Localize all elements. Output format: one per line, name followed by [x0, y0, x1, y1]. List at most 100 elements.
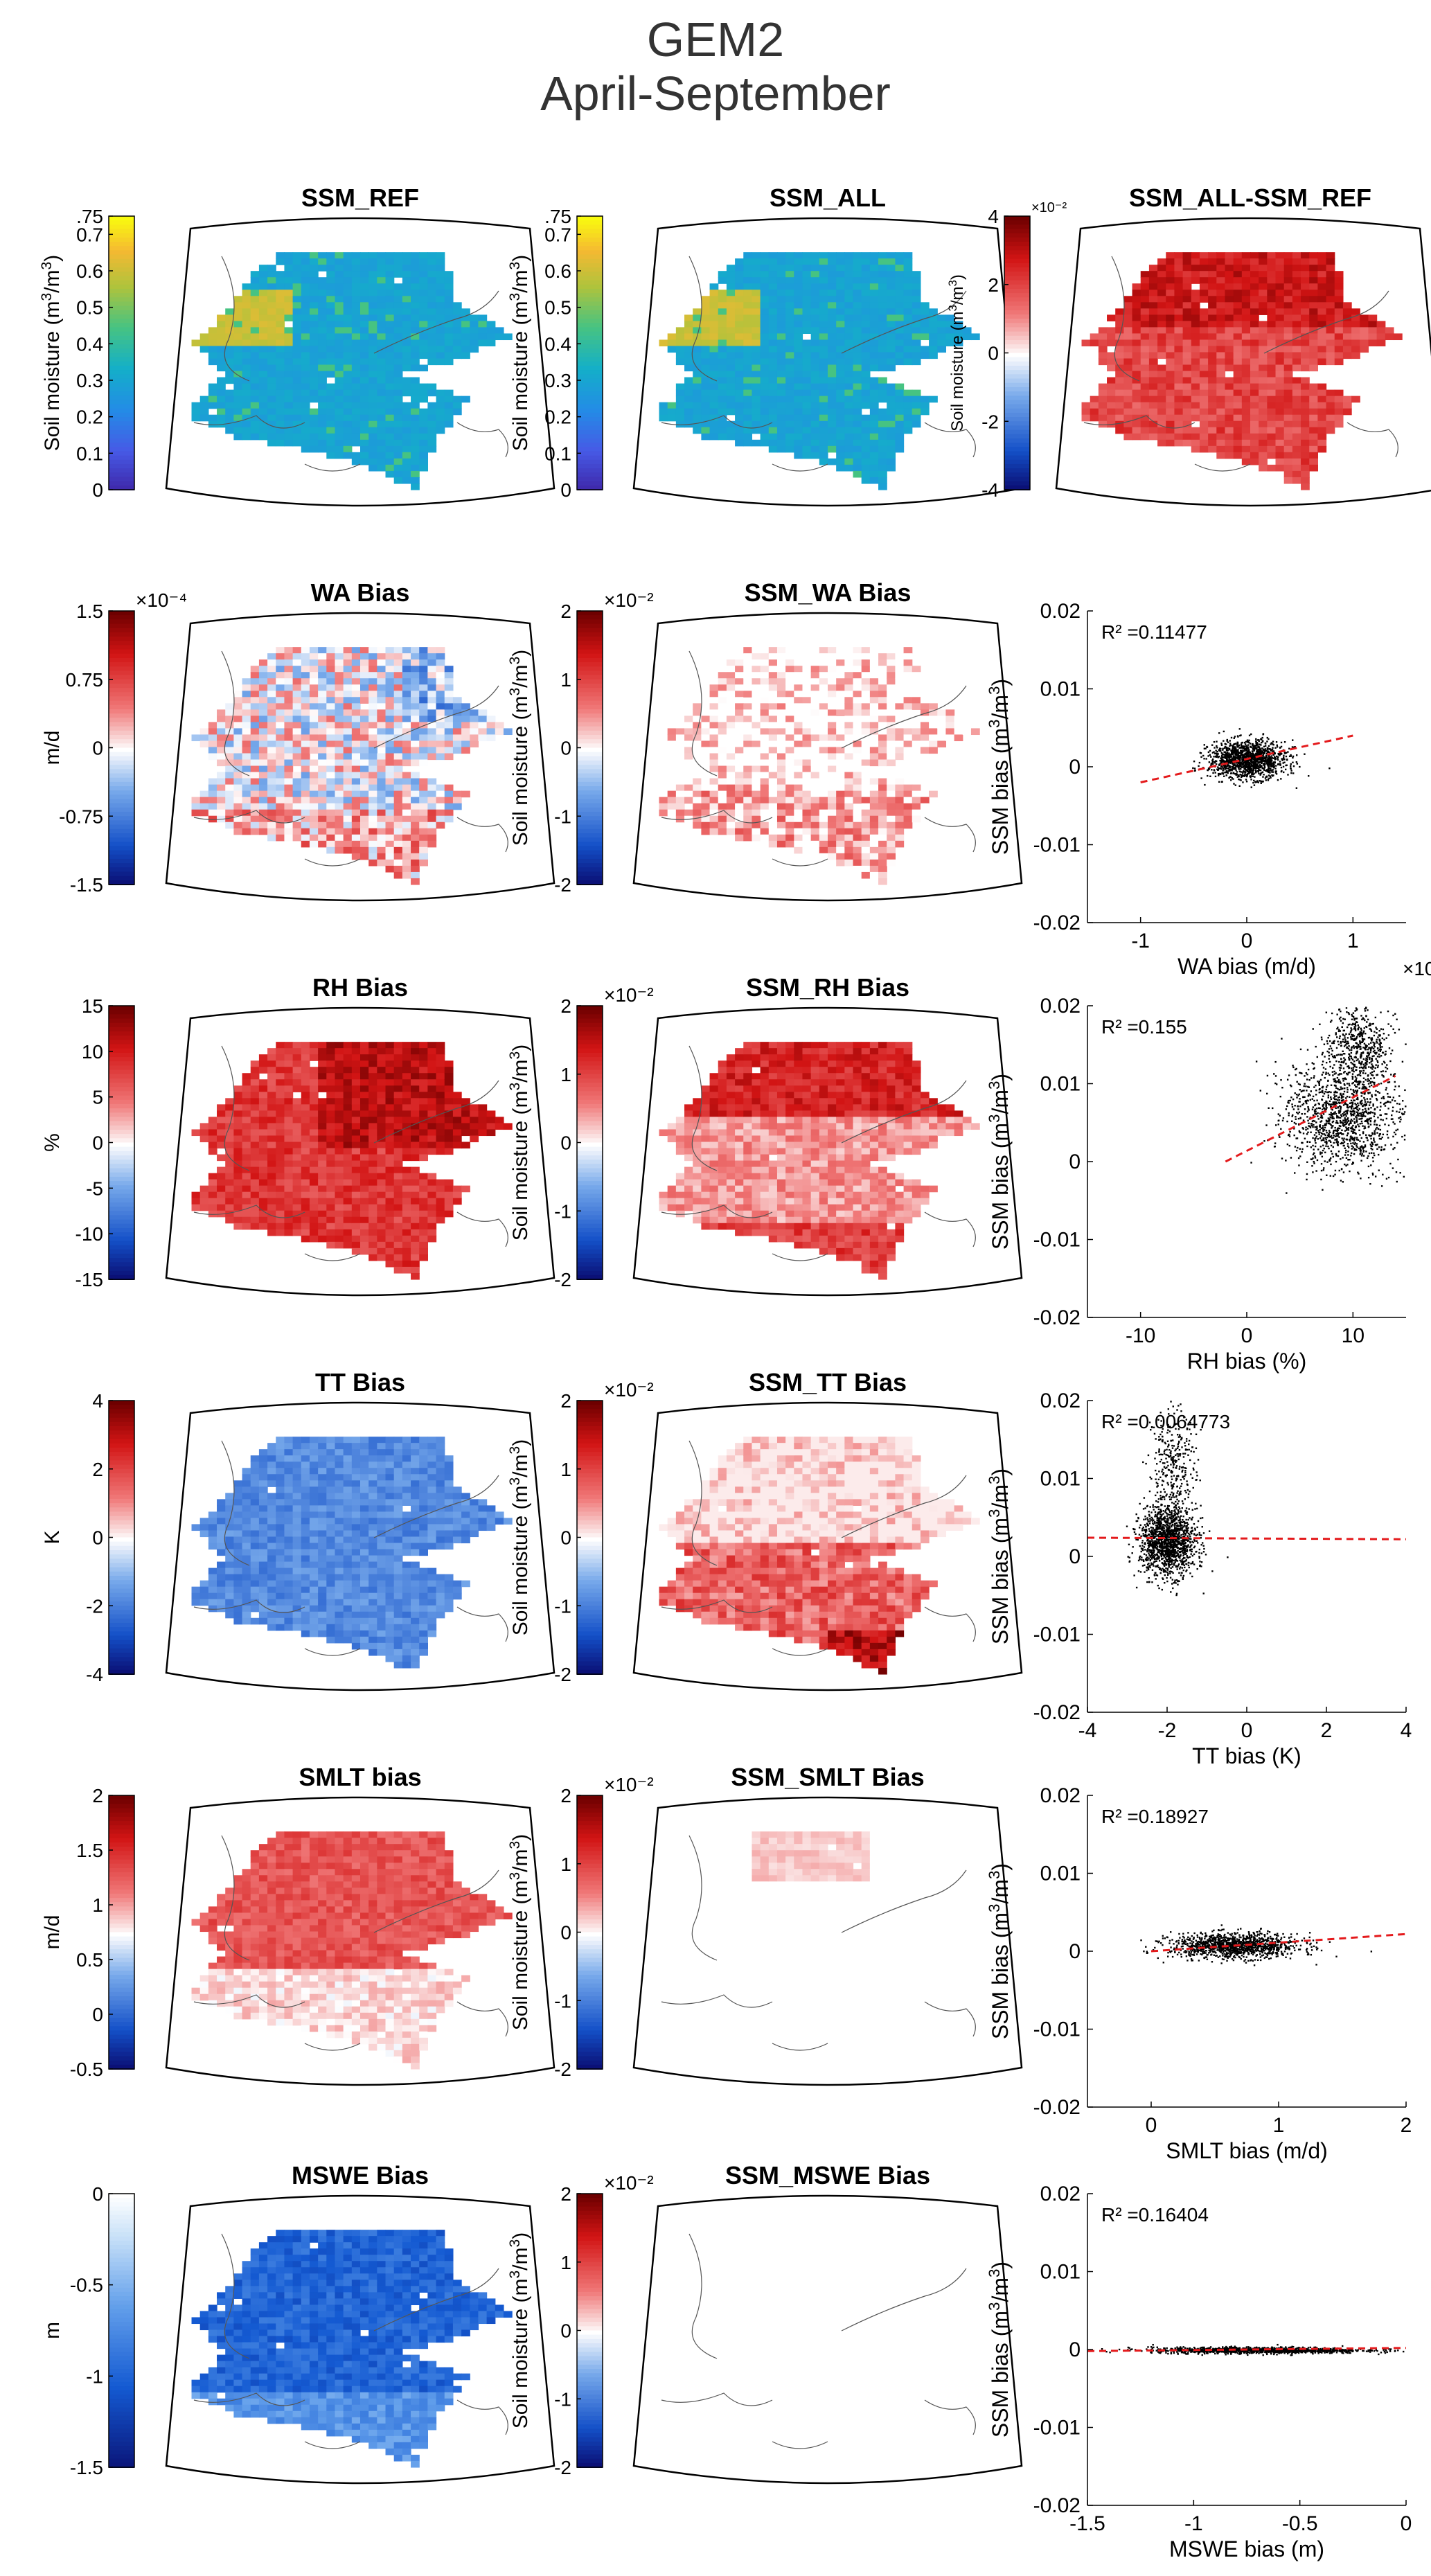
map-cell: [242, 283, 251, 290]
map-cell: [1225, 327, 1234, 335]
map-cell: [760, 678, 770, 685]
map-cell: [377, 433, 386, 441]
map-cell: [452, 740, 462, 748]
map-cell: [861, 828, 871, 835]
map-cell: [360, 790, 369, 798]
map-cell: [735, 697, 744, 704]
map-cell: [411, 803, 420, 810]
map-cell: [1191, 389, 1200, 397]
map-cell: [675, 346, 685, 353]
map-cell: [1191, 433, 1200, 441]
map-cell: [861, 753, 871, 761]
colorbar-tick-label: .75: [76, 206, 103, 227]
colorbar-segment: [577, 619, 603, 625]
map-cell: [887, 265, 896, 272]
map-cell: [920, 747, 930, 754]
map-cell: [377, 672, 386, 679]
map-cell: [802, 846, 812, 854]
map-cell: [436, 265, 445, 272]
map-cell: [411, 778, 420, 785]
map-cell: [368, 346, 377, 353]
map-cell: [377, 846, 386, 854]
colorbar-segment: [109, 310, 134, 315]
colorbar-segment: [109, 850, 134, 855]
map-cell: [1233, 308, 1243, 315]
map-cell: [250, 296, 260, 303]
map-cell: [343, 703, 353, 710]
map-cell: [853, 402, 862, 409]
map-cell: [1259, 271, 1268, 278]
map-cell: [225, 790, 234, 798]
map-cell: [1148, 302, 1158, 309]
map-cell: [301, 371, 310, 378]
map-cell: [1250, 414, 1259, 422]
map-cell: [377, 408, 386, 416]
map-cell: [743, 302, 753, 309]
map-cell: [368, 666, 377, 673]
map-cell: [452, 346, 462, 353]
coastline: [1111, 256, 1140, 382]
map-cell: [828, 339, 837, 347]
map-cell: [1317, 383, 1327, 391]
map-cell: [709, 747, 719, 754]
colorbar-segment: [577, 803, 603, 808]
map-cell: [1250, 408, 1259, 416]
map-cell: [1309, 402, 1318, 409]
map-cell: [726, 828, 736, 835]
map-cell: [444, 327, 454, 335]
map-cell: [292, 352, 302, 359]
map-cell: [351, 759, 361, 767]
map-cell: [1225, 265, 1234, 272]
map-cell: [1225, 321, 1234, 328]
map-cell: [718, 790, 727, 798]
map-cell: [258, 308, 268, 315]
map-cell: [377, 709, 386, 716]
map-cell: [1182, 439, 1192, 447]
map-cell: [937, 740, 947, 748]
map-cell: [836, 703, 845, 710]
map-cell: [318, 296, 327, 303]
map-cell: [1182, 358, 1192, 366]
map-cell: [853, 728, 862, 736]
map-cell: [242, 408, 251, 416]
map-cell: [828, 753, 837, 761]
map-cell: [1241, 396, 1251, 403]
map-cell: [318, 772, 327, 779]
map-cell: [810, 803, 820, 810]
map-cell: [718, 728, 727, 736]
map-cell: [718, 339, 727, 347]
map-cell: [912, 697, 921, 704]
map-cell: [385, 396, 395, 403]
map-cell: [794, 840, 803, 848]
map-cell: [718, 716, 727, 722]
colorbar-segment: [577, 297, 603, 303]
map-cell: [768, 296, 778, 303]
map-cell: [1292, 302, 1301, 309]
map-cell: [1132, 308, 1141, 315]
map-cell: [1301, 470, 1310, 478]
map-cell: [785, 383, 794, 391]
map-cell: [217, 383, 226, 391]
map-cell: [1267, 445, 1277, 453]
map-cell: [436, 408, 445, 416]
map-cell: [828, 653, 837, 660]
map-cell: [802, 815, 812, 823]
map-cell: [929, 308, 938, 315]
map-cell: [276, 815, 285, 823]
map-cell: [743, 265, 753, 272]
map-cell: [887, 647, 896, 654]
map-cell: [470, 339, 479, 347]
map-cell: [828, 371, 837, 378]
map-cell: [1132, 333, 1141, 341]
map-cell: [752, 672, 761, 679]
map-cell: [684, 772, 693, 779]
map-cell: [1157, 314, 1166, 321]
map-cell: [861, 653, 871, 660]
map-cell: [258, 383, 268, 391]
map-cell: [335, 308, 344, 315]
colorbar-segment: [1004, 396, 1030, 401]
map-cell: [1275, 333, 1285, 341]
map-cell: [1326, 258, 1335, 265]
map-cell: [701, 296, 711, 303]
